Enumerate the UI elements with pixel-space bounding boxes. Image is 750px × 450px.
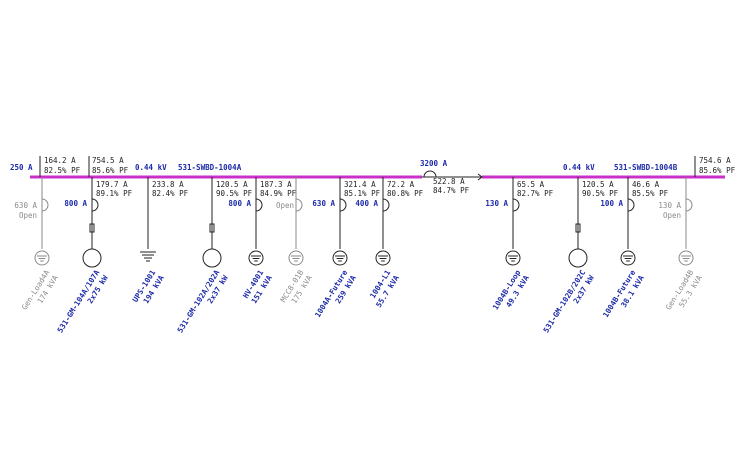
breaker-rating: 400 A bbox=[355, 199, 378, 208]
tie-pf: 84.7% PF bbox=[433, 186, 470, 195]
breaker bbox=[295, 198, 303, 212]
breaker-rating: 100 A bbox=[600, 199, 623, 208]
feeder-pf: 89.1% PF bbox=[96, 189, 133, 198]
feeder-pf: 84.9% PF bbox=[260, 189, 297, 198]
breaker-rating: 130 A bbox=[658, 201, 681, 210]
incomer-current: 164.2 A bbox=[44, 156, 76, 165]
feeder-current: 72.2 A bbox=[387, 180, 415, 189]
motor bbox=[202, 248, 222, 268]
breaker bbox=[627, 198, 635, 212]
feeder-current: 187.3 A bbox=[260, 180, 292, 189]
breaker bbox=[91, 198, 99, 212]
breaker bbox=[41, 198, 49, 212]
breaker bbox=[685, 198, 693, 212]
motor bbox=[82, 248, 102, 268]
feeder-pf: 82.4% PF bbox=[152, 189, 189, 198]
feeder-current: 179.7 A bbox=[96, 180, 128, 189]
feeder-current: 46.6 A bbox=[632, 180, 660, 189]
feeder-current: 65.5 A bbox=[517, 180, 545, 189]
breaker-rating: 130 A bbox=[485, 199, 508, 208]
bus-name: 531-SWBD-1004B bbox=[614, 163, 678, 172]
feeder-current: 321.4 A bbox=[344, 180, 376, 189]
bus-voltage: 0.44 kV bbox=[563, 163, 595, 172]
main-pf: 85.6% PF bbox=[699, 166, 736, 175]
motor bbox=[568, 248, 588, 268]
tie-arrow bbox=[477, 173, 483, 181]
breaker bbox=[255, 198, 263, 212]
feeder-pf: 82.7% PF bbox=[517, 189, 554, 198]
incomer-rating: 250 A bbox=[10, 163, 33, 172]
main-current: 754.6 A bbox=[699, 156, 731, 165]
breaker-rating: 630 A bbox=[14, 201, 37, 210]
feeder-pf: 80.8% PF bbox=[387, 189, 424, 198]
feeder-pf: 85.5% PF bbox=[632, 189, 669, 198]
breaker bbox=[339, 198, 347, 212]
feeder-pf: 85.1% PF bbox=[344, 189, 381, 198]
feeder-pf: 90.5% PF bbox=[582, 189, 619, 198]
feeder-current: 120.5 A bbox=[582, 180, 614, 189]
fuse bbox=[575, 223, 581, 233]
breaker-status: Open bbox=[663, 211, 681, 220]
breaker-rating: 800 A bbox=[64, 199, 87, 208]
tie-rating: 3200 A bbox=[420, 159, 448, 168]
bus-name: 531-SWBD-1004A bbox=[178, 163, 242, 172]
feeder-current: 120.5 A bbox=[216, 180, 248, 189]
breaker-status: Open bbox=[276, 201, 294, 210]
breaker bbox=[382, 198, 390, 212]
tie-current: 522.8 A bbox=[433, 177, 465, 186]
bus-voltage: 0.44 kV bbox=[135, 163, 167, 172]
main-pf: 85.6% PF bbox=[92, 166, 129, 175]
breaker-rating: 800 A bbox=[228, 199, 251, 208]
feeder-current: 233.8 A bbox=[152, 180, 184, 189]
fuse bbox=[209, 223, 215, 233]
main-current: 754.5 A bbox=[92, 156, 124, 165]
feeder-pf: 90.5% PF bbox=[216, 189, 253, 198]
incomer-pf: 82.5% PF bbox=[44, 166, 81, 175]
fuse bbox=[89, 223, 95, 233]
tie-breaker bbox=[423, 170, 437, 178]
breaker-rating: 630 A bbox=[312, 199, 335, 208]
breaker bbox=[512, 198, 520, 212]
breaker-status: Open bbox=[19, 211, 37, 220]
